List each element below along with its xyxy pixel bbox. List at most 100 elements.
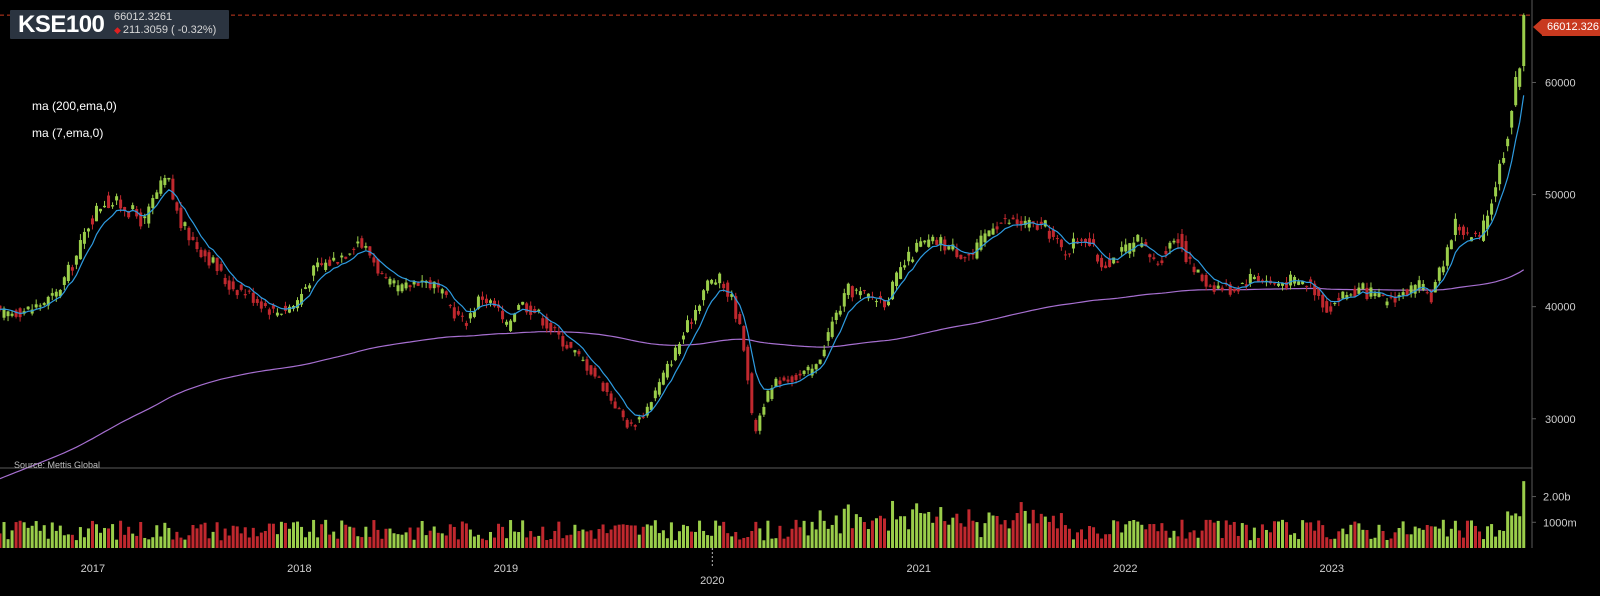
volume-bar xyxy=(1397,527,1401,548)
candle-body xyxy=(826,332,830,341)
volume-bar xyxy=(919,512,923,548)
volume-bar xyxy=(557,521,561,548)
indicator-label-ema7[interactable]: ma (7,ema,0) xyxy=(32,126,104,140)
candle-body xyxy=(866,293,870,299)
candle-body xyxy=(376,258,380,274)
indicator-label-ema200[interactable]: ma (200,ema,0) xyxy=(32,99,117,113)
candle-body xyxy=(609,393,613,401)
candle-body xyxy=(1168,242,1172,249)
volume-bar xyxy=(1180,519,1184,548)
volume-bar xyxy=(1055,528,1059,548)
volume-bar xyxy=(726,533,730,548)
candle-body xyxy=(364,245,368,248)
candle-body xyxy=(802,370,806,375)
candle-body xyxy=(448,305,452,307)
candle-body xyxy=(653,390,657,399)
candle-body xyxy=(159,180,163,194)
volume-bar xyxy=(1096,533,1100,548)
volume-bar xyxy=(372,520,376,548)
volume-bar xyxy=(271,523,275,548)
volume-bar xyxy=(1457,530,1461,548)
candle-body xyxy=(368,246,372,256)
candle-body xyxy=(191,236,195,240)
candle-body xyxy=(143,216,147,219)
volume-bar xyxy=(601,524,605,548)
volume-bar xyxy=(846,504,850,548)
candle-body xyxy=(1192,266,1196,273)
candle-body xyxy=(585,359,589,371)
candle-body xyxy=(1124,244,1128,252)
candle-body xyxy=(1325,301,1329,313)
candle-body xyxy=(931,236,935,242)
volume-bars xyxy=(0,481,1526,548)
volume-bar xyxy=(1220,538,1224,548)
candle-body xyxy=(834,312,838,321)
candle-body xyxy=(726,282,730,297)
candle-body xyxy=(468,313,472,319)
candle-body xyxy=(187,227,191,241)
candle-body xyxy=(1055,238,1059,240)
volume-bar xyxy=(593,538,597,548)
candle-body xyxy=(714,282,718,285)
candle-body xyxy=(283,305,287,311)
candle-body xyxy=(30,309,34,314)
candle-body xyxy=(541,318,545,326)
candle-body xyxy=(1204,275,1208,287)
volume-bar xyxy=(633,525,637,548)
volume-bar xyxy=(1244,524,1248,548)
candle-body xyxy=(501,310,505,320)
volume-bar xyxy=(1079,529,1083,548)
volume-bar xyxy=(1011,520,1015,548)
candle-body xyxy=(6,311,10,317)
candle-body xyxy=(412,281,416,285)
volume-bar xyxy=(251,527,255,548)
candle-body xyxy=(296,300,300,309)
volume-bar xyxy=(1494,536,1498,548)
candle-body xyxy=(1112,257,1116,264)
volume-bar xyxy=(1184,538,1188,548)
volume-bar xyxy=(786,536,790,548)
volume-bar xyxy=(1309,522,1313,548)
y-tick-label: 40000 xyxy=(1545,302,1576,314)
volume-bar xyxy=(661,530,665,548)
volume-bar xyxy=(1506,511,1510,548)
candle-body xyxy=(951,244,955,250)
candle-body xyxy=(1357,287,1361,294)
volume-bar xyxy=(1192,530,1196,548)
volume-bar xyxy=(987,512,991,548)
volume-bar xyxy=(119,520,123,548)
candle-body xyxy=(1051,229,1055,237)
volume-bar xyxy=(995,515,999,548)
candle-body xyxy=(50,293,54,296)
candle-body xyxy=(911,259,915,262)
candle-body xyxy=(533,309,537,313)
volume-bar xyxy=(408,527,412,548)
candle-body xyxy=(625,419,629,428)
candle-body xyxy=(649,402,653,410)
candle-body xyxy=(1494,187,1498,197)
candle-body xyxy=(1144,242,1148,247)
volume-bar xyxy=(866,529,870,548)
volume-bar xyxy=(480,538,484,548)
candle-body xyxy=(798,373,802,376)
volume-bar xyxy=(1027,523,1031,548)
candle-body xyxy=(1232,288,1236,292)
candle-body xyxy=(392,280,396,284)
volume-bar xyxy=(1441,519,1445,548)
candle-body xyxy=(1276,283,1280,286)
volume-bar xyxy=(810,521,814,548)
volume-bar xyxy=(882,518,886,548)
ema-200-line xyxy=(0,269,1525,480)
volume-bar xyxy=(782,538,786,548)
candle-body xyxy=(1136,234,1140,242)
candle-body xyxy=(1301,281,1305,285)
volume-bar xyxy=(328,534,332,548)
volume-bar xyxy=(1007,528,1011,548)
volume-tick-label: 2.00b xyxy=(1543,492,1571,504)
volume-bar xyxy=(1510,515,1514,548)
candle-body xyxy=(1385,301,1389,306)
candle-body xyxy=(919,241,923,247)
candle-body xyxy=(1100,257,1104,268)
candle-body xyxy=(702,290,706,301)
